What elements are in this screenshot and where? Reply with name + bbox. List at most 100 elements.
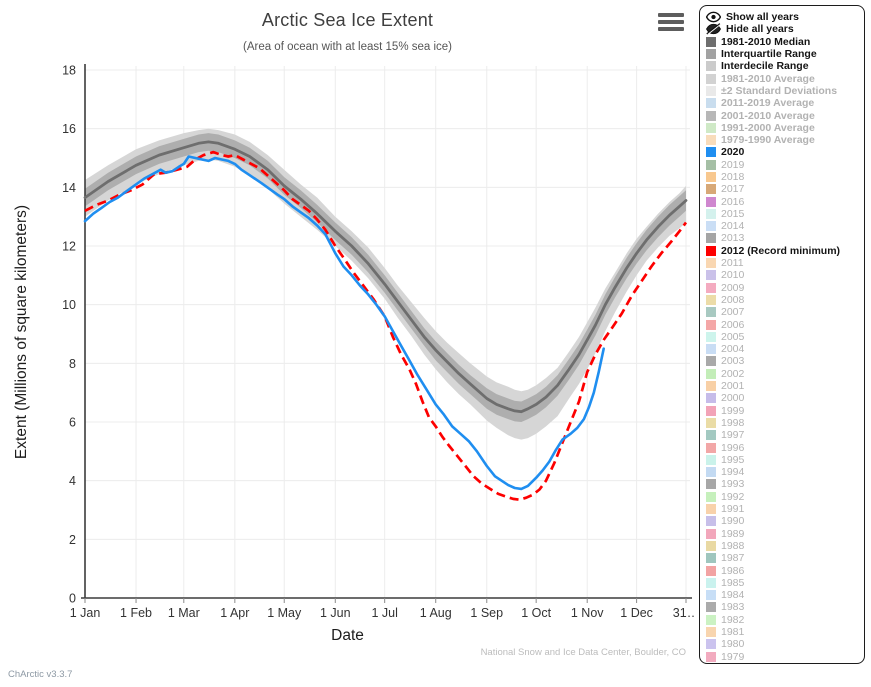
legend-item-2017[interactable]: 2017 [706,183,862,195]
legend-swatch [706,442,716,453]
legend-item-1995[interactable]: 1995 [706,454,862,466]
legend-item-1991[interactable]: 1991 [706,503,862,515]
legend-hide-all-years[interactable]: Hide all years [706,23,862,35]
legend-swatch [706,405,716,416]
legend-label: 1987 [721,552,745,565]
legend-item-1993[interactable]: 1993 [706,478,862,490]
legend-item-1997[interactable]: 1997 [706,429,862,441]
legend-item-1982[interactable]: 1982 [706,614,862,626]
legend-item-2006[interactable]: 2006 [706,318,862,331]
legend-item-1988[interactable]: 1988 [706,540,862,552]
legend-item-2014[interactable]: 2014 [706,220,862,232]
legend-swatch [706,651,716,662]
legend-item-2001[interactable]: 2001 [706,380,862,392]
legend-item-2015[interactable]: 2015 [706,208,862,220]
legend-swatch [706,430,716,441]
legend-item-interquartile-range[interactable]: Interquartile Range [706,48,862,60]
legend-item-2010[interactable]: 2010 [706,269,862,281]
legend-label: 2003 [721,355,745,368]
legend-label: 1984 [721,589,745,602]
legend-swatch [706,49,716,60]
chart-subtitle: (Area of ocean with at least 15% sea ice… [242,41,453,53]
legend-swatch [706,294,716,305]
y-tick-label: 16 [62,122,76,136]
legend-label: 2020 [721,146,745,159]
legend-swatch [706,454,716,465]
legend-item-1998[interactable]: 1998 [706,417,862,429]
legend-label: 1989 [721,527,745,540]
legend-item-2012-record-minimum[interactable]: 2012 (Record minimum) [706,245,862,257]
legend-item-2-standard-deviations[interactable]: ±2 Standard Deviations [706,85,862,97]
legend-item-1990[interactable]: 1990 [706,515,862,527]
legend-item-2016[interactable]: 2016 [706,195,862,208]
legend-label: Interdecile Range [721,60,809,73]
legend-swatch [706,491,716,502]
legend-label: 1981-2010 Average [721,72,815,85]
legend-label: 1998 [721,416,745,429]
legend-item-2004[interactable]: 2004 [706,343,862,355]
legend-label: 1979 [721,650,745,663]
chart-menu-button[interactable] [658,13,684,31]
legend-item-2013[interactable]: 2013 [706,232,862,244]
legend-item-2008[interactable]: 2008 [706,294,862,306]
y-tick-label: 18 [62,64,76,78]
series-line-y2020[interactable] [83,155,605,491]
legend-item-interdecile-range[interactable]: Interdecile Range [706,60,862,72]
legend-item-1979-1990-average[interactable]: 1979-1990 Average [706,134,862,146]
legend-item-2019[interactable]: 2019 [706,159,862,171]
legend-label: Show all years [726,11,799,24]
legend-items-list: 1981-2010 Median Interquartile Range Inter… [706,36,862,663]
y-tick-label: 0 [69,592,76,606]
legend-item-1979[interactable]: 1979 [706,650,862,663]
legend-item-1980[interactable]: 1980 [706,638,862,650]
legend-label: 1988 [721,539,745,552]
legend-swatch [706,393,716,404]
legend-label: 2018 [721,171,745,183]
legend-item-1981-2010-median[interactable]: 1981-2010 Median [706,36,862,48]
legend-item-2005[interactable]: 2005 [706,331,862,343]
legend-item-2020[interactable]: 2020 [706,146,862,158]
legend-item-1981-2010-average[interactable]: 1981-2010 Average [706,72,862,85]
legend-item-1981[interactable]: 1981 [706,626,862,638]
legend-item-1996[interactable]: 1996 [706,441,862,454]
legend-swatch [706,368,716,379]
x-tick-label: 1 Nov [571,606,604,620]
legend-item-1991-2000-average[interactable]: 1991-2000 Average [706,122,862,134]
legend-item-2002[interactable]: 2002 [706,368,862,380]
legend-item-2000[interactable]: 2000 [706,392,862,404]
series-line-median[interactable] [83,140,688,414]
legend-item-2011-2019-average[interactable]: 2011-2019 Average [706,97,862,109]
legend-item-1989[interactable]: 1989 [706,527,862,540]
x-tick-label: 1 Mar [168,606,200,620]
legend-label: 1999 [721,404,745,417]
hamburger-icon [658,27,684,31]
legend-swatch [706,540,716,551]
hamburger-icon [658,13,684,17]
y-tick-label: 6 [69,416,76,430]
legend-item-1984[interactable]: 1984 [706,589,862,601]
legend-item-1986[interactable]: 1986 [706,564,862,577]
legend-item-1992[interactable]: 1992 [706,491,862,503]
legend-label: 1996 [721,441,745,454]
legend-item-2011[interactable]: 2011 [706,257,862,269]
legend-item-2007[interactable]: 2007 [706,306,862,318]
legend-label: 2009 [721,281,745,294]
legend-swatch [706,467,716,478]
legend-item-1999[interactable]: 1999 [706,405,862,417]
legend-item-2003[interactable]: 2003 [706,355,862,367]
legend-item-1985[interactable]: 1985 [706,577,862,589]
legend-item-1983[interactable]: 1983 [706,601,862,613]
legend-label: 1982 [721,613,745,626]
legend-label: 1991 [721,503,745,516]
band-interquartile [85,133,686,422]
legend-show-all-years[interactable]: Show all years [706,11,862,23]
legend-item-1987[interactable]: 1987 [706,552,862,564]
x-tick-label: 1 Jul [371,606,397,620]
legend-item-2001-2010-average[interactable]: 2001-2010 Average [706,109,862,122]
legend-item-2009[interactable]: 2009 [706,282,862,294]
legend-item-1994[interactable]: 1994 [706,466,862,478]
hamburger-icon [658,20,684,24]
x-tick-label: 1 Jun [320,606,351,620]
legend-item-2018[interactable]: 2018 [706,171,862,183]
sea-ice-extent-chart[interactable]: 0 2 4 6 8 10 12 14 16 18 1 Jan 1 Feb 1 Mar 1 Apr 1 May… [0,0,695,665]
